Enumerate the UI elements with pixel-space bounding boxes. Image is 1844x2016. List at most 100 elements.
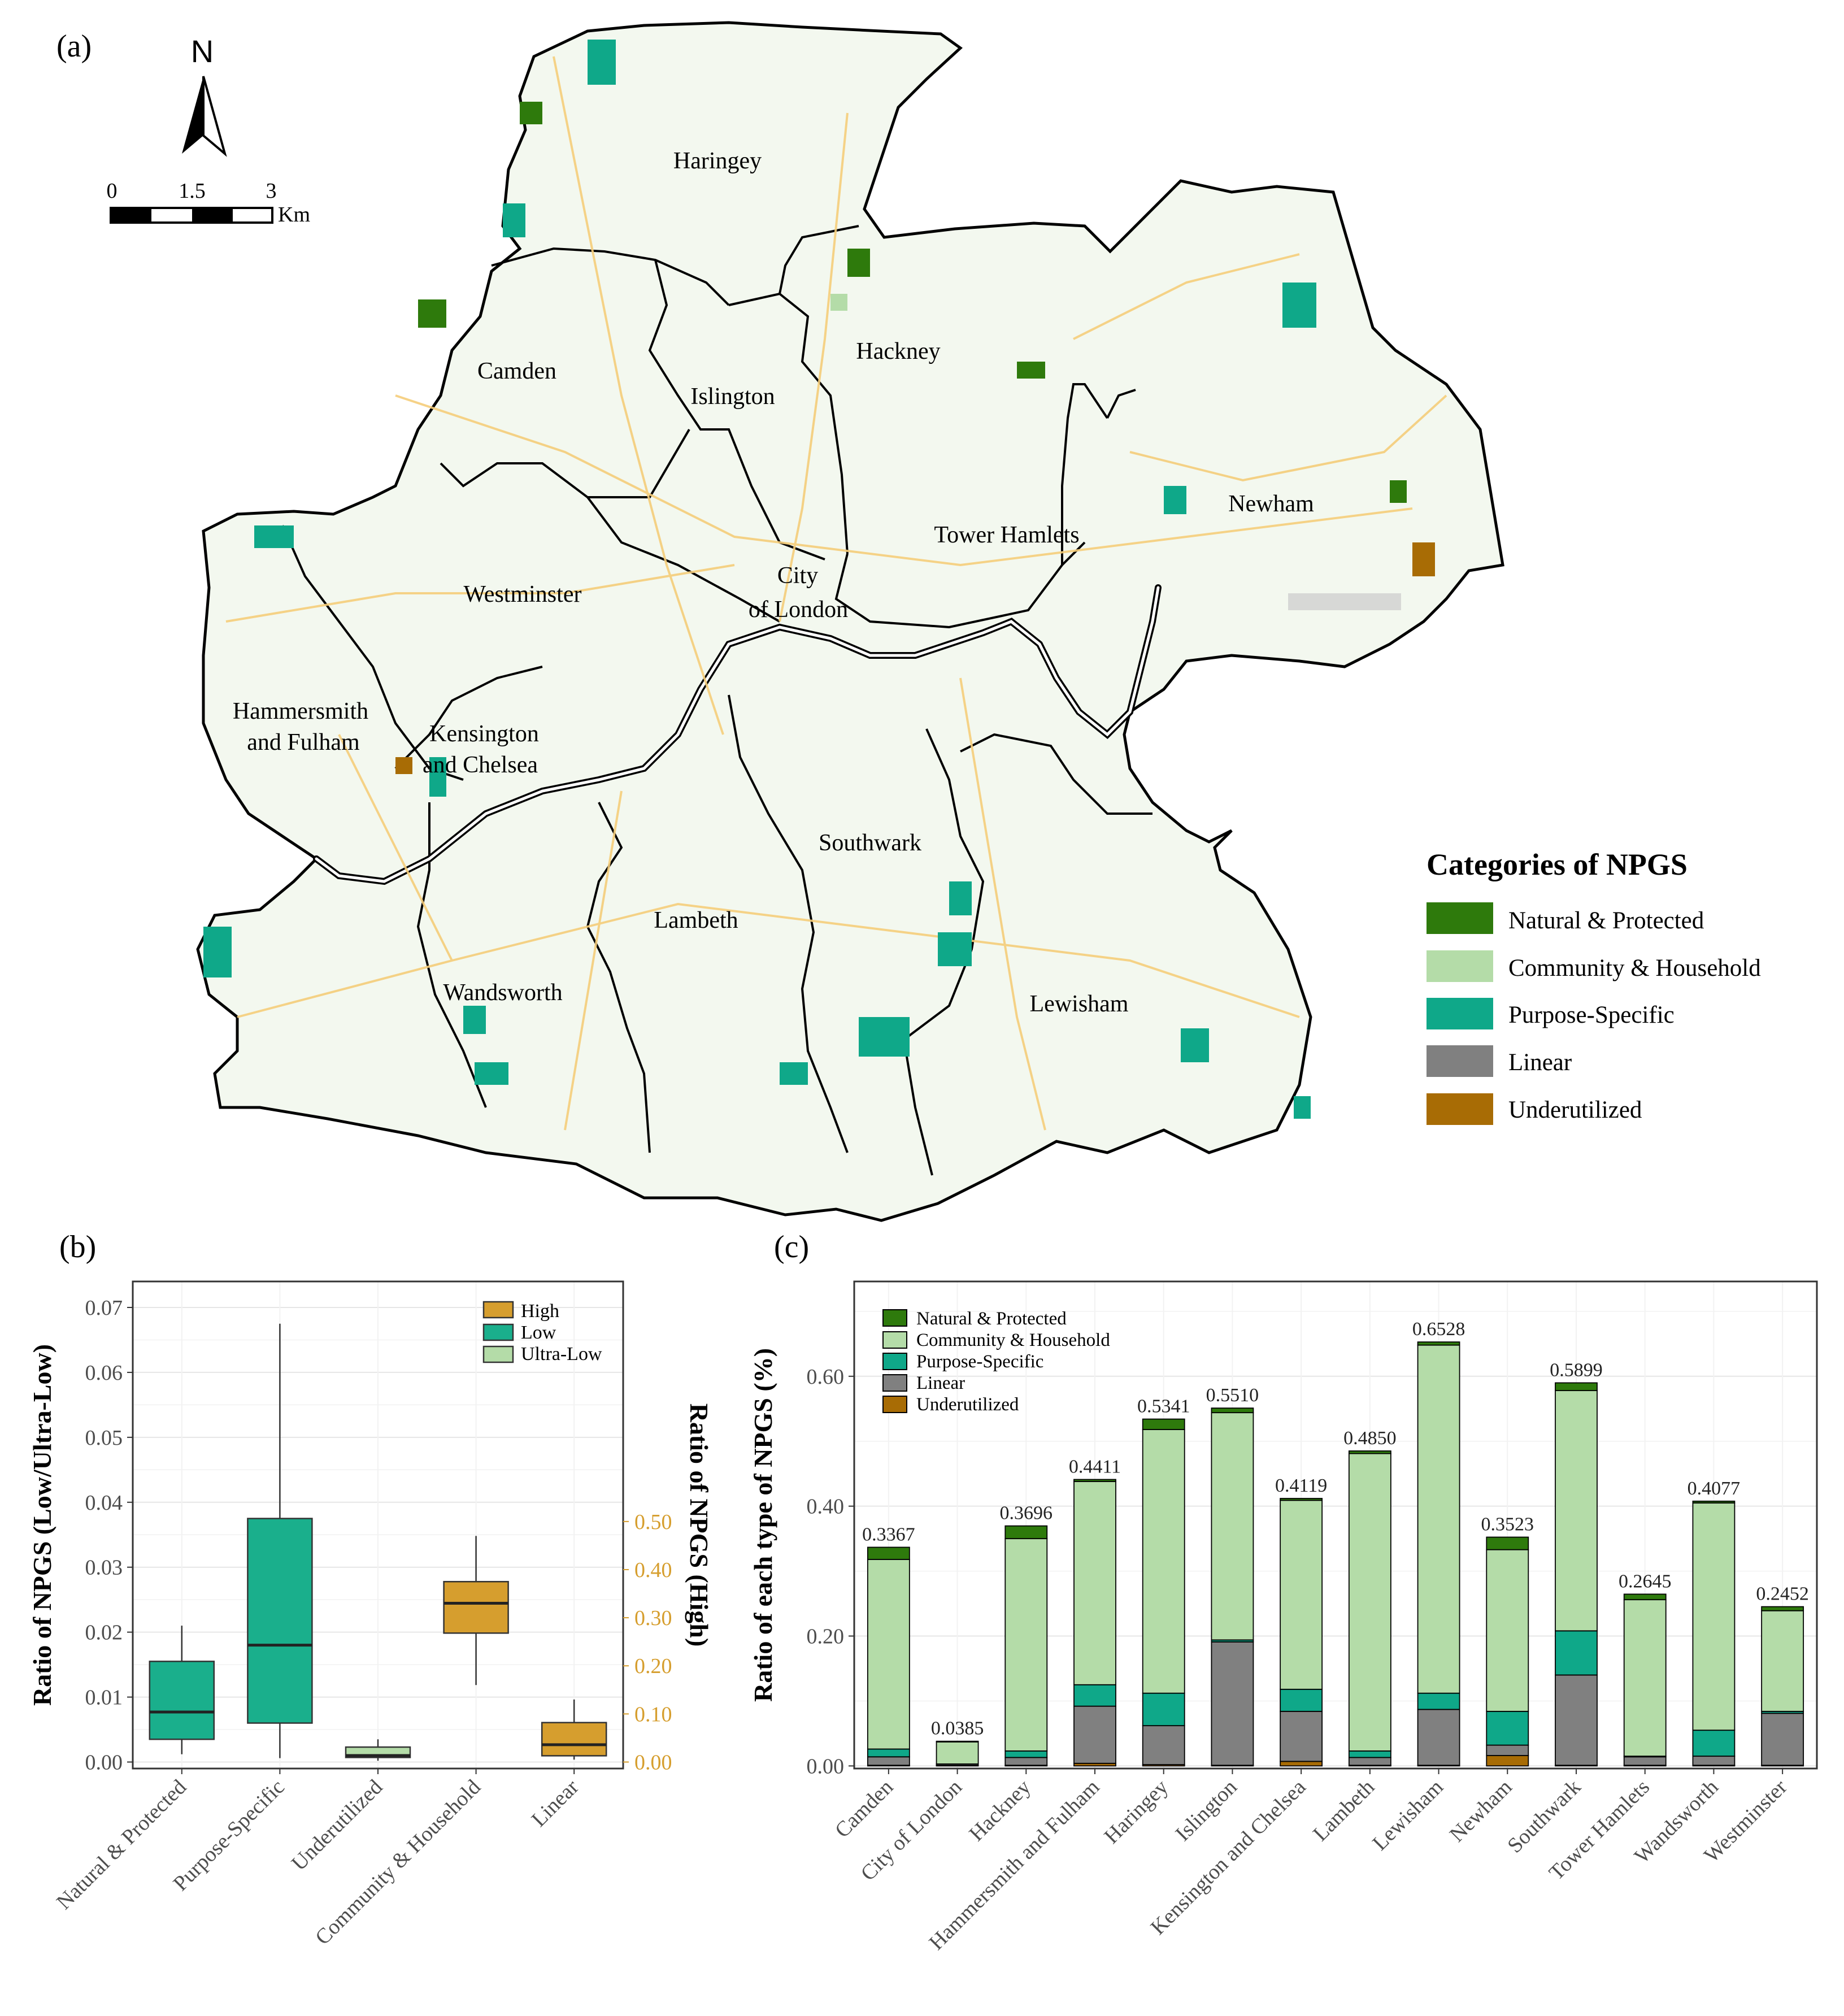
bar-legend-swatch-linear: [882, 1374, 907, 1392]
bar-segment-community-and-household: [1280, 1500, 1323, 1690]
legend-swatch-purpose: [1427, 998, 1493, 1029]
bar-stacks: [867, 1341, 1804, 1767]
bar-total-label-city-of-london: 0.0385: [931, 1718, 984, 1739]
bar-segment-natural-and-protected: [1623, 1593, 1667, 1601]
boxplot-legend: High Low Ultra-Low: [482, 1301, 602, 1365]
bar-stack-haringey: [1142, 1418, 1185, 1767]
bar-total-label-kensington-and-chelsea: 0.4119: [1275, 1475, 1327, 1496]
bar-total-label-hammersmith-and-fulham: 0.4411: [1069, 1456, 1121, 1477]
borough-hammersmith: Hammersmith: [233, 698, 368, 724]
bar-segment-natural-and-protected: [1211, 1407, 1254, 1414]
borough-hackney: Hackney: [856, 338, 940, 364]
bar-segment-purpose-specific: [1555, 1630, 1598, 1676]
boxplot-x-tick-community-and-household: Community & Household: [311, 1775, 485, 1950]
box-iqr: [149, 1661, 215, 1740]
borough-labels: Haringey Camden Islington Hackney Newham…: [233, 148, 1314, 1017]
bar-segment-natural-and-protected: [1417, 1341, 1460, 1346]
bar-segment-purpose-specific: [1348, 1750, 1391, 1758]
bar-segment-purpose-specific: [1142, 1692, 1185, 1727]
bar-y-tick-label: 0.60: [807, 1365, 845, 1389]
scale-tick-2: 3: [266, 179, 277, 203]
bar-y-tick-label: 0.20: [807, 1625, 845, 1649]
bar-segment-linear: [1486, 1744, 1529, 1756]
bar-y-axis-label: Ratio of each type of NPGS (%): [749, 1348, 777, 1702]
bar-stack-camden: [867, 1546, 910, 1767]
bar-legend-linear: Linear: [882, 1373, 965, 1393]
bar-segment-linear: [1142, 1725, 1185, 1766]
bar-stack-wandsworth: [1692, 1500, 1736, 1767]
bar-segment-community-and-household: [1486, 1549, 1529, 1712]
boxplot-y2-axis-label: Ratio of NPGS (High): [685, 1404, 714, 1647]
legend-swatch-natural: [1427, 902, 1493, 934]
box-iqr: [247, 1518, 313, 1724]
bar-total-label-wandsworth: 0.4077: [1688, 1478, 1741, 1499]
boxplot-y2-tick-label: 0.10: [634, 1702, 672, 1726]
bar-y-ticks: 0.00 0.20 0.40 0.60: [807, 1365, 854, 1778]
boxplot-panel: 0.00 0.01 0.02 0.03 0.04 0.05 0.06 0.07 0.00 0.1…: [28, 1280, 714, 1950]
bar-segment-community-and-household: [1692, 1502, 1736, 1731]
map-panel: N 0 1.5 3 Km: [107, 21, 1761, 1222]
boxplot-y-axis-label: Ratio of NPGS (Low/Ultra-Low): [28, 1344, 56, 1706]
bar-x-tick-haringey: Haringey: [1099, 1775, 1173, 1849]
bar-segment-linear: [1555, 1674, 1598, 1766]
bar-stack-newham: [1486, 1536, 1529, 1767]
bar-stack-hammersmith-and-fulham: [1073, 1479, 1116, 1767]
bar-legend-swatch-community: [882, 1331, 907, 1349]
bar-legend-label-underutilized: Underutilized: [916, 1394, 1019, 1415]
bar-segment-natural-and-protected: [1761, 1606, 1804, 1611]
boxplot-y-tick-label: 0.01: [85, 1686, 123, 1710]
bar-segment-community-and-household: [1004, 1538, 1048, 1752]
bar-segment-purpose-specific: [1004, 1750, 1048, 1758]
bar-stack-lambeth: [1348, 1450, 1391, 1767]
box-iqr: [541, 1722, 607, 1757]
map-legend: Categories of NPGS Natural & Protected C…: [1427, 848, 1761, 1125]
bar-segment-underutilized: [1280, 1761, 1323, 1767]
scale-tick-0: 0: [107, 179, 118, 203]
panel-label-a: (a): [56, 29, 92, 64]
box-linear: [541, 1699, 607, 1760]
boxplot-y2-tick-label: 0.00: [634, 1751, 672, 1775]
bar-legend-community: Community & Household: [882, 1330, 1110, 1350]
boxplot-y-tick-label: 0.02: [85, 1621, 123, 1645]
legend-label-natural: Natural & Protected: [1508, 907, 1704, 934]
borough-city: City: [777, 563, 818, 589]
bar-total-label-hackney: 0.3696: [1000, 1503, 1053, 1524]
legend-label-purpose: Purpose-Specific: [1508, 1002, 1675, 1028]
boxplot-legend-swatch-ultra-low: [482, 1345, 514, 1363]
boxplot-y-tick-label: 0.00: [85, 1751, 123, 1775]
bar-segment-natural-and-protected: [1555, 1382, 1598, 1391]
map-legend-item-natural: Natural & Protected: [1427, 902, 1704, 934]
borough-lewisham: Lewisham: [1030, 991, 1129, 1017]
boxplot-x-ticks: Natural & ProtectedPurpose-SpecificUnder…: [52, 1769, 584, 1950]
bar-legend-purpose: Purpose-Specific: [882, 1352, 1043, 1372]
bar-legend-label-community: Community & Household: [916, 1330, 1110, 1350]
bar-segment-linear: [1211, 1641, 1254, 1766]
bar-stack-lewisham: [1417, 1341, 1460, 1767]
boxplot-y-tick-label: 0.06: [85, 1361, 123, 1385]
bar-segment-purpose-specific: [1417, 1692, 1460, 1710]
boxplot-legend-swatch-high: [482, 1301, 514, 1319]
boxplot-y2-tick-label: 0.20: [634, 1654, 672, 1678]
map-outline: [196, 21, 1504, 1222]
bar-segment-community-and-household: [1623, 1599, 1667, 1757]
borough-tower-hamlets: Tower Hamlets: [934, 522, 1079, 548]
bar-legend-label-purpose: Purpose-Specific: [916, 1352, 1043, 1372]
box-natural-and-protected: [149, 1626, 215, 1754]
boxplot-y-ticks: 0.00 0.01 0.02 0.03 0.04 0.05 0.06 0.07: [85, 1296, 133, 1775]
bar-segment-purpose-specific: [1486, 1710, 1529, 1746]
boxplot-y2-ticks: 0.00 0.10 0.20 0.30 0.40 0.50: [623, 1510, 672, 1775]
bar-segment-linear: [1348, 1757, 1391, 1766]
borough-islington: Islington: [690, 384, 775, 410]
scale-bar: 0 1.5 3 Km: [107, 179, 311, 227]
bar-stack-city-of-london: [936, 1740, 979, 1767]
box-underutilized: [345, 1739, 411, 1761]
bar-y-tick-label: 0.00: [807, 1754, 845, 1778]
map-legend-item-linear: Linear: [1427, 1045, 1572, 1077]
scale-unit: Km: [278, 203, 310, 227]
green-patches: [203, 40, 1435, 1119]
bar-segment-natural-and-protected: [1692, 1500, 1736, 1504]
bar-total-label-haringey: 0.5341: [1137, 1396, 1190, 1417]
bar-total-label-lewisham: 0.6528: [1412, 1319, 1465, 1340]
bar-segment-natural-and-protected: [1004, 1525, 1048, 1540]
